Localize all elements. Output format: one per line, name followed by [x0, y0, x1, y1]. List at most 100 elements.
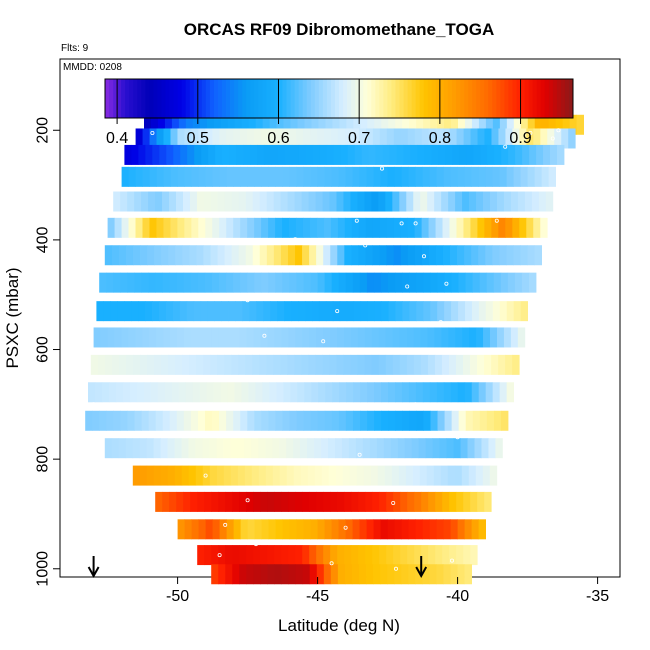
heat-cell: [141, 272, 149, 293]
sample-marker: [245, 498, 250, 503]
heat-cell: [155, 491, 163, 512]
colorbar-segment: [278, 79, 283, 118]
sample-marker: [494, 218, 499, 223]
heat-cell: [423, 272, 431, 293]
heat-cell: [282, 272, 290, 293]
heat-cell: [432, 438, 441, 459]
colorbar-segment: [484, 79, 489, 118]
heat-cell: [464, 166, 472, 187]
sample-marker: [203, 473, 208, 478]
heat-cell: [324, 272, 333, 293]
heat-cell: [302, 564, 311, 585]
heat-cell: [449, 545, 457, 566]
heat-cell: [464, 564, 472, 585]
heat-cell: [393, 217, 402, 238]
heat-cell: [149, 128, 157, 149]
heat-cell: [160, 465, 169, 486]
heat-cell: [359, 166, 367, 187]
heat-cell: [338, 519, 346, 540]
heat-cell: [471, 301, 480, 322]
heat-cell: [380, 564, 388, 585]
heat-cell: [430, 114, 438, 135]
heat-cell: [219, 519, 227, 540]
heat-cell: [113, 272, 121, 293]
heat-cell: [293, 438, 301, 459]
heat-cell: [363, 465, 372, 486]
heat-cell: [136, 382, 145, 403]
heat-cell: [204, 545, 212, 566]
heat-cell: [164, 114, 173, 135]
colorbar-segment: [197, 79, 203, 118]
sample-marker: [343, 525, 348, 530]
sample-marker: [391, 500, 396, 505]
heat-cell: [330, 564, 339, 585]
heat-cell: [451, 301, 459, 322]
heat-cell: [227, 114, 236, 135]
heat-cell: [218, 564, 226, 585]
heat-cell: [203, 354, 211, 375]
heat-cell: [282, 410, 290, 431]
heat-cell: [568, 128, 576, 149]
heat-cell: [183, 491, 191, 512]
colorbar-ticks: 0.4 0.5 0.6 0.7 0.8 0.9: [106, 79, 532, 147]
heat-cell: [470, 545, 478, 566]
heat-cell: [277, 301, 285, 322]
heat-cell: [135, 217, 143, 238]
heat-cell: [224, 245, 233, 266]
heat-cell: [145, 144, 153, 165]
heat-cell: [517, 191, 526, 212]
heat-cell: [394, 382, 403, 403]
heat-cell: [337, 491, 345, 512]
heat-cell: [172, 301, 181, 322]
flight-arrow-head: [415, 566, 428, 579]
heat-cell: [366, 564, 374, 585]
heat-cell: [513, 301, 522, 322]
heat-cell: [104, 245, 113, 266]
heat-cell: [114, 217, 122, 238]
heat-cell: [485, 166, 493, 187]
colorbar-segment: [310, 79, 316, 118]
heat-cell: [486, 410, 495, 431]
heat-cell: [494, 144, 502, 165]
colorbar-segment: [258, 79, 263, 118]
heat-cell: [289, 166, 297, 187]
colorbar-segment: [314, 79, 320, 118]
heat-cell: [409, 272, 417, 293]
heat-cell: [365, 491, 373, 512]
heat-cell: [333, 144, 342, 165]
heat-cell: [316, 564, 325, 585]
heat-cell: [410, 144, 418, 165]
heat-cell: [232, 327, 241, 348]
heat-cell: [458, 301, 466, 322]
heat-cell: [310, 128, 318, 149]
heat-cell: [408, 519, 416, 540]
heat-cell: [322, 191, 330, 212]
heat-cell: [372, 128, 381, 149]
heat-cell: [198, 166, 206, 187]
heat-cell: [220, 114, 229, 135]
heat-cell: [386, 245, 395, 266]
heat-cell: [242, 301, 250, 322]
heat-cell: [372, 245, 380, 266]
heat-cell: [293, 465, 302, 486]
heat-cell: [499, 166, 507, 187]
heat-cell: [135, 166, 143, 187]
heat-cell: [415, 519, 423, 540]
heat-cell: [225, 545, 233, 566]
colorbar-segment: [468, 79, 473, 118]
heat-cell: [254, 272, 262, 293]
heat-cell: [555, 114, 564, 135]
heat-cell: [399, 327, 407, 348]
heat-cell: [517, 327, 526, 348]
heat-cell: [381, 382, 389, 403]
colorbar-segment: [568, 79, 574, 118]
heat-cell: [312, 144, 321, 165]
heat-cell: [341, 438, 350, 459]
heat-cell: [219, 410, 227, 431]
heat-cell: [296, 166, 304, 187]
heat-cell: [548, 166, 556, 187]
flights-label: Flts: 9: [61, 43, 89, 54]
heat-cell: [161, 354, 169, 375]
heat-cell: [185, 382, 194, 403]
heat-cell: [140, 245, 148, 266]
